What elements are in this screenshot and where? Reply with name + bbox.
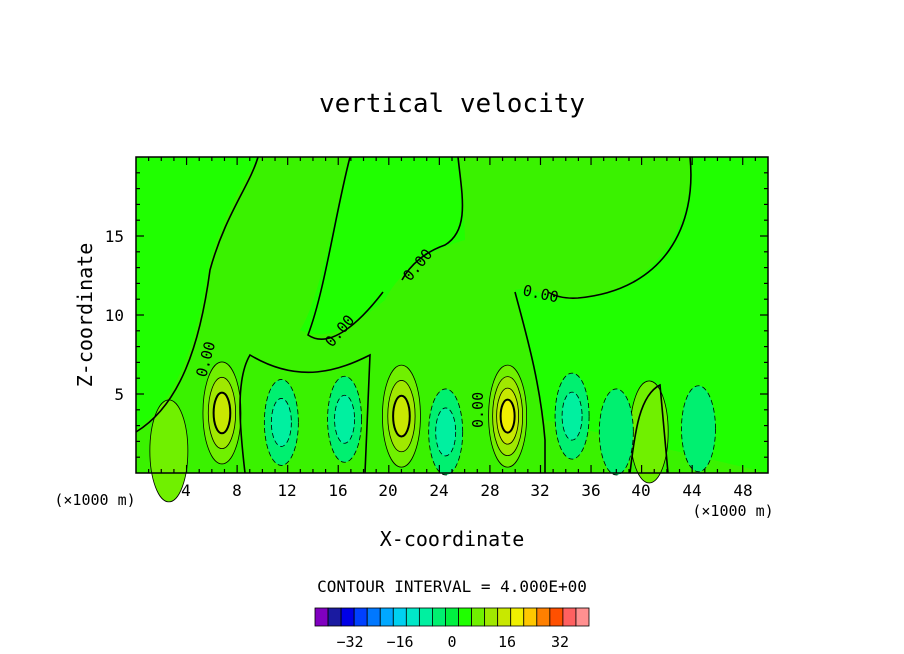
colorbar-swatch-20 [562, 607, 577, 627]
velocity-cell-7-level-2 [334, 394, 355, 444]
x-tick-label-48: 48 [733, 481, 752, 500]
colorbar-label-0: 0 [447, 633, 456, 651]
x-tick-label-16: 16 [328, 481, 347, 500]
colorbar-swatch-4 [353, 607, 368, 627]
colorbar-swatch-9 [418, 607, 433, 627]
x-tick-label-28: 28 [480, 481, 499, 500]
colorbar-swatch-11 [445, 607, 459, 627]
colorbar-swatch-16 [510, 607, 525, 627]
colorbar-swatch-10 [432, 607, 446, 627]
velocity-cell-11-level-1 [681, 385, 716, 473]
chart-title: vertical velocity [319, 89, 585, 119]
velocity-cell-6-level-2 [270, 398, 292, 447]
contour-zero-line-1 [135, 156, 259, 433]
colorbar-swatch-19 [549, 607, 564, 627]
y-tick-label-5: 5 [114, 385, 124, 404]
x-tick-label-32: 32 [530, 481, 549, 500]
contour-lines [135, 156, 692, 474]
velocity-cells [149, 361, 716, 503]
y-axis-title: Z-coordinate [73, 243, 97, 388]
plot-area: 0.00 0.00 0.00 0.00 0.00 [135, 156, 769, 503]
colorbar-swatch-1 [314, 607, 329, 627]
colorbar-swatch-8 [405, 607, 420, 627]
colorbar-swatch-6 [379, 607, 394, 627]
contour-zero-line-5 [514, 291, 546, 473]
colorbar-swatch-2 [327, 607, 342, 627]
colorbar-swatch-15 [497, 607, 512, 627]
colorbar-swatch-12 [458, 607, 472, 627]
colorbar-swatch-17 [523, 607, 538, 627]
y-tick-labels: 5 10 15 [105, 227, 124, 404]
colorbar [314, 607, 590, 627]
y-unit-label: (×1000 m) [54, 491, 135, 509]
y-tick-label-10: 10 [105, 306, 124, 325]
contour-zero-line-6 [239, 353, 371, 474]
colorbar-swatch-3 [340, 607, 355, 627]
x-tick-label-24: 24 [429, 481, 448, 500]
x-tick-label-12: 12 [277, 481, 296, 500]
contour-zero-line-7 [629, 383, 669, 474]
colorbar-swatch-5 [366, 607, 381, 627]
y-tick-label-15: 15 [105, 227, 124, 246]
x-tick-label-36: 36 [581, 481, 600, 500]
x-tick-label-4: 4 [181, 481, 191, 500]
velocity-cell-8-level-2 [435, 407, 457, 457]
contour-zero-line-4 [547, 156, 692, 299]
contour-interval-note: CONTOUR INTERVAL = 4.000E+00 [317, 577, 587, 596]
colorbar-swatch-21 [575, 607, 590, 627]
velocity-cell-9-level-2 [561, 391, 583, 441]
colorbar-swatch-14 [484, 607, 499, 627]
colorbar-label-16: 16 [498, 633, 516, 651]
contour-zero-line-3 [401, 156, 464, 281]
velocity-cell-10-level-1 [598, 388, 634, 476]
velocity-cell-2-level-3 [392, 394, 411, 438]
velocity-cell-1-level-3 [212, 391, 232, 435]
x-tick-labels: 4 8 12 16 20 24 28 32 36 40 44 48 [181, 481, 752, 500]
colorbar-tick-labels: −32 −16 0 16 32 [336, 633, 569, 651]
contour-zero-line-2 [307, 156, 384, 340]
x-axis-title: X-coordinate [380, 527, 525, 551]
colorbar-swatch-18 [536, 607, 551, 627]
x-unit-label: (×1000 m) [692, 502, 773, 520]
colorbar-swatch-7 [392, 607, 407, 627]
axis-ticks [136, 157, 768, 473]
colorbar-label-neg16: −16 [386, 633, 413, 651]
contour-label-5: 0.00 [469, 392, 487, 428]
velocity-cell-3-level-4 [499, 398, 516, 434]
colorbar-swatch-13 [471, 607, 486, 627]
x-tick-label-44: 44 [682, 481, 701, 500]
colorbar-label-neg32: −32 [336, 633, 363, 651]
x-tick-label-8: 8 [232, 481, 242, 500]
x-tick-label-20: 20 [378, 481, 397, 500]
colorbar-label-32: 32 [551, 633, 569, 651]
x-tick-label-40: 40 [631, 481, 650, 500]
